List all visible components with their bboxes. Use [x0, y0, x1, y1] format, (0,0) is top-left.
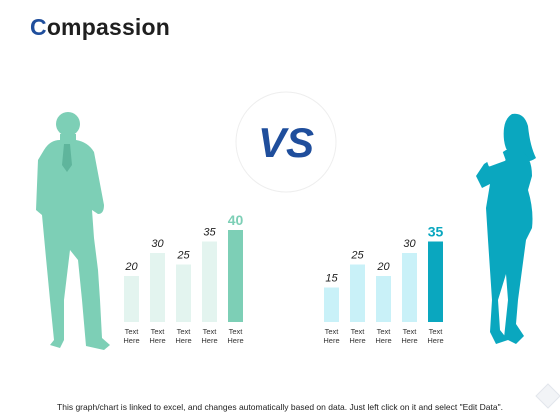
right-category-label-2: Text Here [349, 327, 365, 345]
right-category-label-4: Text Here [401, 327, 417, 345]
right-category-label-5: Text Here [427, 327, 443, 345]
right-bar-chart: 15 Text Here 25 Text Here 20 Text Here 30 Text Here… [323, 224, 443, 346]
right-bar-1 [324, 287, 339, 322]
page-title: Compassion [30, 14, 170, 41]
businesswoman-silhouette [476, 113, 536, 344]
left-value-label-5: 40 [228, 212, 244, 228]
left-value-label-1: 20 [124, 261, 138, 273]
right-value-label-1: 15 [325, 273, 338, 285]
vs-badge: VS [235, 91, 337, 193]
left-bar-1 [124, 276, 139, 322]
right-bar-2 [350, 264, 365, 322]
right-value-label-5: 35 [428, 224, 444, 240]
title-first-letter: C [30, 14, 47, 40]
left-category-label-4: Text Here [201, 327, 217, 345]
corner-decoration [535, 383, 560, 409]
left-bar-chart: 20 Text Here 30 Text Here 25 Text Here 35 Text Here… [123, 212, 243, 345]
left-category-label-3: Text Here [175, 327, 191, 345]
title-rest: ompassion [46, 14, 171, 40]
right-bar-4 [402, 253, 417, 322]
right-value-label-4: 30 [403, 238, 416, 250]
left-category-label-1: Text Here [123, 327, 139, 345]
vs-circle [235, 91, 337, 193]
left-value-label-2: 30 [151, 238, 164, 250]
vs-label: VS [258, 119, 314, 166]
left-category-label-5: Text Here [227, 327, 243, 345]
right-value-label-3: 20 [376, 261, 390, 273]
right-bar-3 [376, 276, 391, 322]
footer-note: This graph/chart is linked to excel, and… [57, 402, 503, 412]
right-category-label-3: Text Here [375, 327, 391, 345]
left-bar-3 [176, 264, 191, 322]
left-value-label-3: 25 [176, 250, 190, 262]
left-value-label-4: 35 [203, 227, 216, 239]
left-category-label-2: Text Here [149, 327, 165, 345]
left-bar-5 [228, 230, 243, 322]
left-bar-2 [150, 253, 165, 322]
businessman-silhouette [36, 112, 110, 350]
left-bar-4 [202, 241, 217, 322]
right-bar-5 [428, 241, 443, 322]
right-value-label-2: 25 [350, 250, 364, 262]
right-category-label-1: Text Here [323, 327, 339, 345]
